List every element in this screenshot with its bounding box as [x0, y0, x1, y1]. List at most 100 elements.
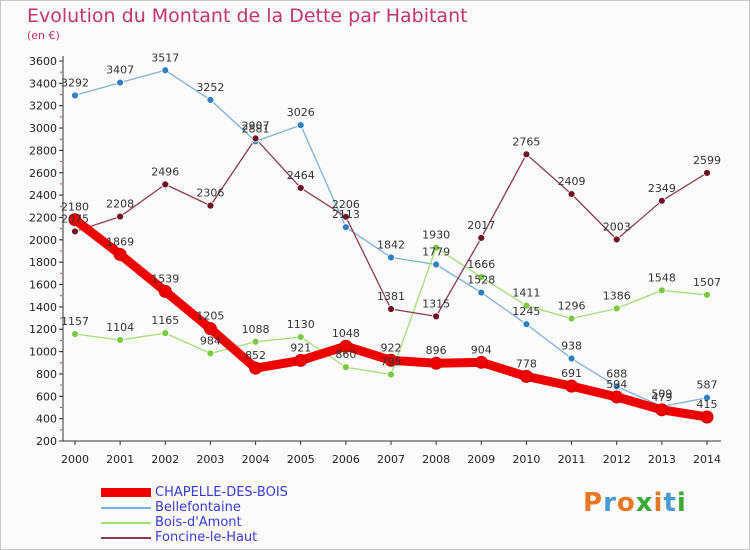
data-label: 594 [606, 378, 627, 391]
series-point-3 [296, 184, 305, 192]
data-label: 1315 [422, 297, 450, 310]
x-tick-label: 2008 [422, 453, 450, 466]
x-tick-label: 2013 [648, 453, 676, 466]
series-point-2 [522, 301, 531, 310]
logo-letter: o [616, 488, 636, 518]
y-tick-label: 3600 [29, 55, 57, 68]
series-point-0 [384, 353, 398, 367]
data-label: 691 [561, 367, 582, 380]
series-point-2 [341, 363, 350, 372]
y-tick-label: 600 [36, 390, 57, 403]
series-point-3 [703, 168, 711, 177]
series-point-0 [203, 322, 217, 336]
data-label: 1048 [332, 327, 360, 340]
data-label: 3292 [61, 76, 89, 89]
data-label: 922 [381, 341, 402, 354]
series-point-2 [251, 337, 260, 346]
data-label: 2113 [332, 208, 360, 221]
data-label: 896 [426, 344, 447, 357]
data-label: 3407 [106, 64, 134, 77]
line-chart: 200 400 600 800 1000 1200 1400 1600 1800 2000 2200… [29, 51, 721, 466]
series-point-2 [161, 329, 170, 338]
data-label: 2003 [603, 220, 631, 233]
series-point-2 [657, 286, 666, 295]
series-point-1 [703, 393, 711, 402]
series-point-2 [432, 243, 441, 252]
series-point-3 [251, 134, 260, 143]
series-point-0 [113, 247, 127, 261]
data-label: 2180 [61, 201, 89, 214]
data-label: 1842 [377, 238, 405, 251]
data-label: 2306 [196, 187, 224, 200]
data-label: 479 [651, 391, 672, 404]
proxiti-logo: Proxiti [583, 488, 687, 518]
data-label: 2349 [648, 182, 676, 195]
series-point-1 [522, 320, 531, 329]
x-tick-label: 2010 [512, 453, 540, 466]
data-label: 2075 [61, 212, 89, 225]
series-point-0 [249, 361, 263, 375]
series-point-0 [429, 356, 443, 370]
data-labels: 2180 1869 1539 1205 852 921 1048 922 896 904 778 69… [61, 51, 721, 411]
data-label: 1296 [558, 300, 586, 313]
series-point-2 [71, 330, 79, 338]
data-label: 1869 [106, 235, 134, 248]
series-point-0 [68, 213, 82, 227]
data-label: 3252 [196, 81, 224, 94]
data-label: 1539 [151, 272, 179, 285]
data-label: 1386 [603, 289, 631, 302]
series-point-3 [522, 150, 531, 159]
data-label: 415 [697, 398, 718, 411]
data-label: 2765 [512, 135, 540, 148]
data-label: 2496 [151, 165, 179, 178]
data-label: 852 [245, 349, 266, 362]
x-tick-label: 2002 [151, 453, 179, 466]
data-label: 2464 [287, 169, 315, 182]
series-point-1 [296, 121, 305, 130]
series-point-2 [387, 370, 395, 379]
data-label: 509 [651, 387, 672, 400]
legend: CHAPELLE-DES-BOIS Bellefontaine Bois-d'Amo… [101, 485, 288, 545]
legend-item: CHAPELLE-DES-BOIS [101, 485, 288, 500]
x-tick-label: 2003 [196, 453, 224, 466]
data-label: 778 [516, 357, 537, 370]
series-point-1 [206, 95, 215, 104]
y-tick-label: 3400 [29, 77, 57, 90]
series-point-0 [158, 284, 172, 298]
series-point-2 [612, 304, 621, 313]
series-point-0 [294, 353, 308, 367]
legend-label: Foncine-le-Haut [155, 530, 258, 545]
series-point-1 [567, 354, 576, 363]
data-label: 587 [697, 379, 718, 392]
series-point-2 [567, 314, 576, 323]
data-label: 1930 [422, 229, 450, 242]
y-tick-label: 3000 [29, 122, 57, 135]
data-label: 1779 [422, 246, 450, 259]
series-point-2 [477, 273, 486, 282]
data-label: 688 [606, 367, 627, 380]
logo-letter: x [635, 488, 654, 518]
series-points [68, 66, 714, 424]
series-point-0 [474, 355, 488, 369]
series-point-1 [612, 382, 621, 391]
x-tick-label: 2012 [603, 453, 631, 466]
data-label: 2208 [106, 198, 134, 211]
data-label: 2409 [558, 175, 586, 188]
y-tick-label: 2000 [29, 234, 57, 247]
series-point-3 [612, 235, 621, 244]
data-label: 1157 [61, 315, 89, 328]
legend-swatch [101, 536, 151, 539]
y-tick-label: 1200 [29, 323, 57, 336]
x-tick-label: 2006 [332, 453, 360, 466]
x-tick-label: 2000 [61, 453, 89, 466]
y-tick-label: 2800 [29, 144, 57, 157]
series-point-3 [387, 305, 395, 313]
logo-letter: t [663, 488, 677, 518]
series-point-3 [657, 196, 666, 205]
y-tick-label: 400 [36, 413, 57, 426]
series-point-2 [116, 336, 125, 344]
axes: 200 400 600 800 1000 1200 1400 1600 1800 2000 2200… [29, 55, 721, 466]
data-label: 1245 [512, 305, 540, 318]
data-label: 938 [561, 340, 582, 353]
